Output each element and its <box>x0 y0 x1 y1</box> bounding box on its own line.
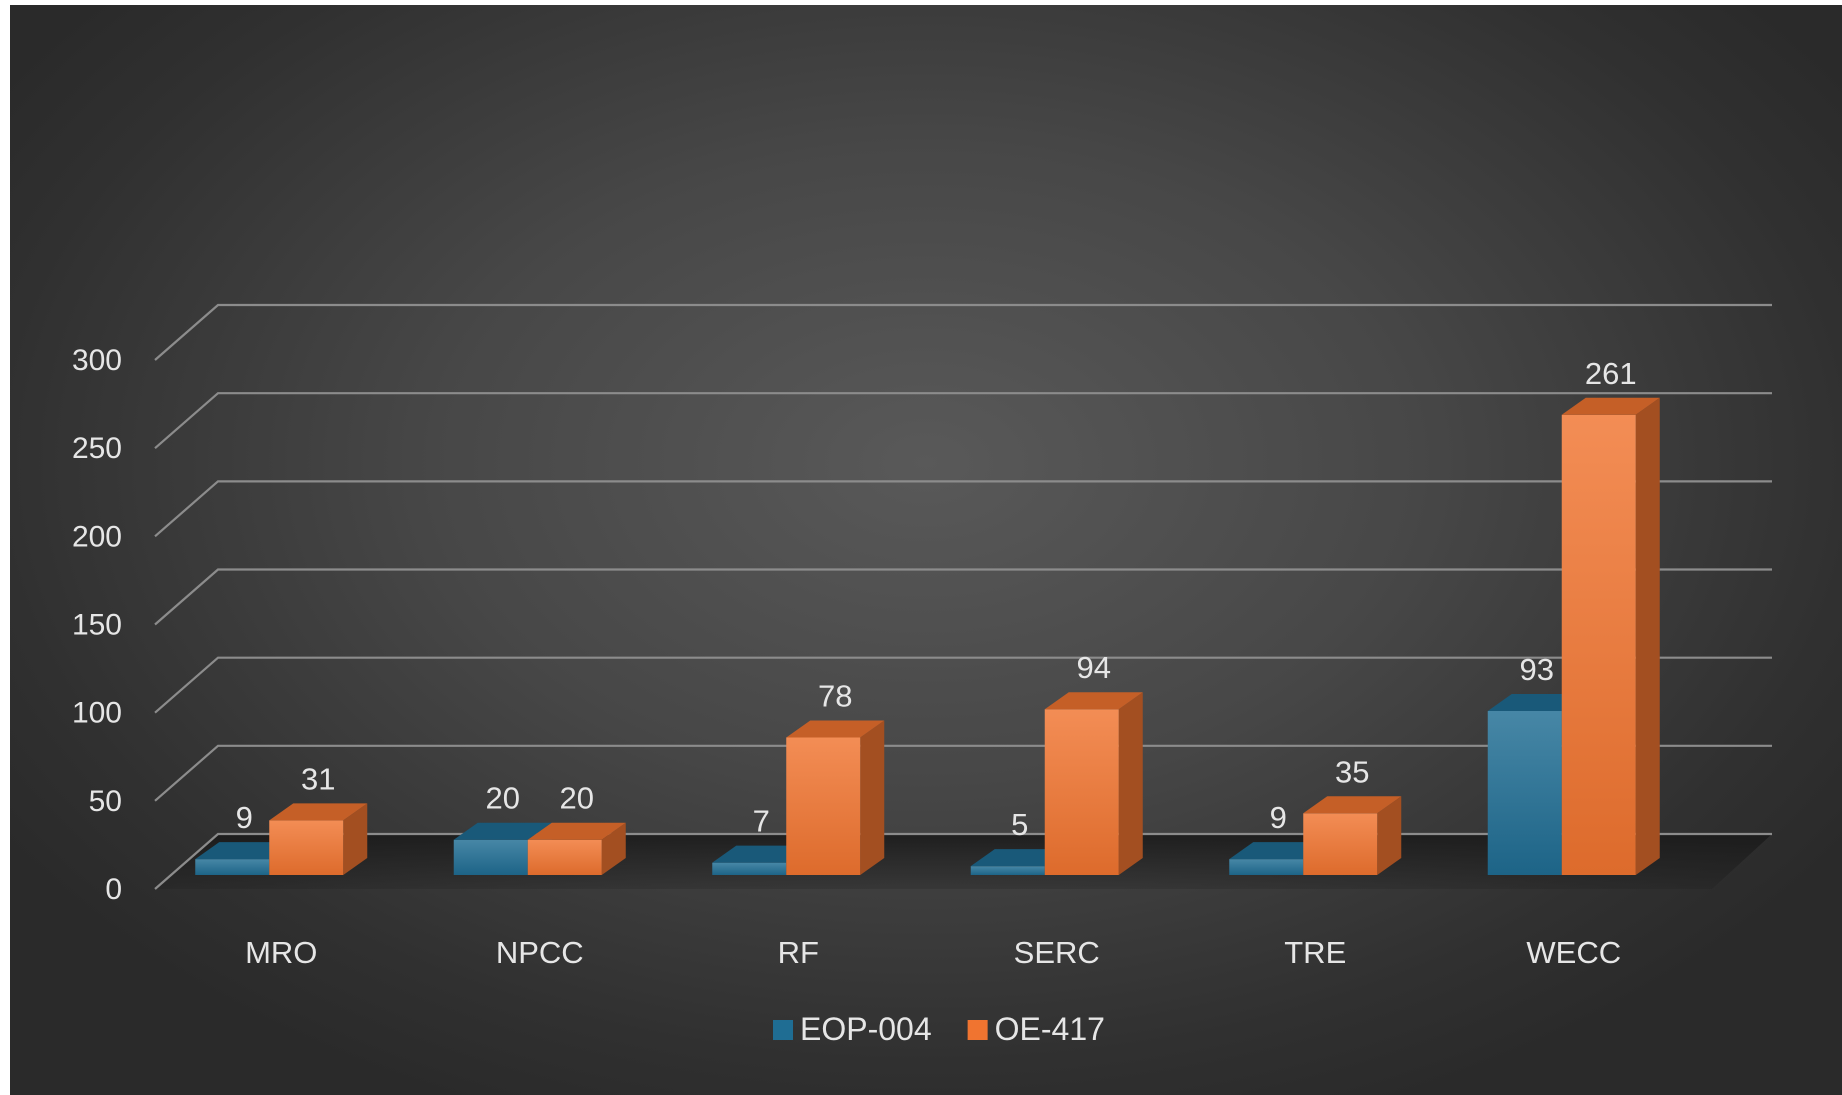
bar-front <box>1229 859 1304 875</box>
x-tick-label: MRO <box>245 935 317 970</box>
bar-front <box>1303 813 1378 875</box>
y-axis: 0 50 100 150 200 250 300 <box>72 344 122 906</box>
gridline <box>154 480 1772 538</box>
bar-side <box>601 822 626 875</box>
bar-top <box>1487 694 1586 712</box>
bar-top <box>453 822 552 840</box>
x-tick-label: TRE <box>1284 935 1346 970</box>
x-tick-label: SERC <box>1014 935 1100 970</box>
bar-top <box>1044 692 1143 710</box>
y-tick-label: 100 <box>72 697 122 730</box>
data-label: 9 <box>236 800 253 835</box>
data-label: 9 <box>1270 800 1287 835</box>
y-tick-label: 150 <box>72 609 122 642</box>
bar-side <box>1635 397 1660 875</box>
bar-top <box>1229 842 1328 860</box>
bar-oe-417-tre <box>1303 796 1402 875</box>
data-label: 7 <box>753 804 770 839</box>
legend-label: OE-417 <box>995 1011 1105 1047</box>
legend-swatch <box>773 1020 793 1040</box>
data-label: 93 <box>1520 652 1554 687</box>
x-axis: MRO NPCC RF SERC TRE WECC <box>245 935 1621 970</box>
x-tick-label: NPCC <box>496 935 584 970</box>
bar-front <box>712 862 787 875</box>
bar-oe-417-npcc <box>527 822 626 875</box>
bar-front <box>1561 414 1636 875</box>
bar-front <box>195 859 270 875</box>
bar-top <box>786 720 885 738</box>
legend-item-eop-004: EOP-004 <box>773 1011 932 1047</box>
y-tick-label: 250 <box>72 432 122 465</box>
bar-front <box>1487 711 1562 875</box>
data-label: 35 <box>1335 754 1369 789</box>
bar-top <box>1561 397 1660 415</box>
bar-top <box>195 842 294 860</box>
bar-front <box>970 866 1045 875</box>
y-tick-label: 200 <box>72 520 122 553</box>
gridline <box>154 656 1772 714</box>
data-label: 78 <box>818 678 852 713</box>
gridline <box>154 303 1772 361</box>
bar-top <box>712 845 811 863</box>
bar-top <box>970 849 1069 867</box>
data-labels: 9 31 20 20 7 78 5 94 9 35 93 261 <box>236 356 1637 842</box>
gridline <box>154 392 1772 450</box>
x-tick-label: RF <box>778 935 819 970</box>
data-label: 261 <box>1585 356 1637 391</box>
bar-top <box>527 822 626 840</box>
bar-side <box>860 720 885 875</box>
chart-frame: 0 50 100 150 200 250 300 MRO NPCC RF SERC TRE WECC … <box>10 5 1842 1095</box>
bar-front <box>453 839 528 875</box>
data-label: 31 <box>301 761 335 796</box>
bars <box>195 397 1660 875</box>
bar-front <box>269 820 344 875</box>
gridline <box>154 744 1772 802</box>
x-tick-label: WECC <box>1526 935 1621 970</box>
bar-top <box>269 803 368 821</box>
data-label: 94 <box>1077 650 1111 685</box>
y-tick-label: 0 <box>105 873 122 906</box>
bar-side <box>1118 692 1143 875</box>
bar-oe-417-mro <box>269 803 368 875</box>
gridline <box>154 568 1772 626</box>
data-label: 5 <box>1011 807 1028 842</box>
gridline <box>154 832 1772 890</box>
bar-oe-417-serc <box>1044 692 1143 875</box>
bar-front <box>1044 709 1119 875</box>
legend-label: EOP-004 <box>800 1011 932 1047</box>
data-label: 20 <box>560 781 594 816</box>
bar-top <box>1303 796 1402 814</box>
bar-front <box>527 839 602 875</box>
bar-side <box>1377 796 1402 875</box>
data-label: 20 <box>486 781 520 816</box>
legend-swatch <box>967 1020 988 1040</box>
bar-side <box>343 803 368 875</box>
legend-item-oe-417: OE-417 <box>967 1011 1105 1047</box>
legend: EOP-004 OE-417 <box>773 1011 1105 1047</box>
bar-oe-417-wecc <box>1561 397 1660 875</box>
bar-front <box>786 737 861 875</box>
y-tick-label: 50 <box>89 785 122 818</box>
bar-oe-417-rf <box>786 720 885 875</box>
y-tick-label: 300 <box>72 344 122 377</box>
